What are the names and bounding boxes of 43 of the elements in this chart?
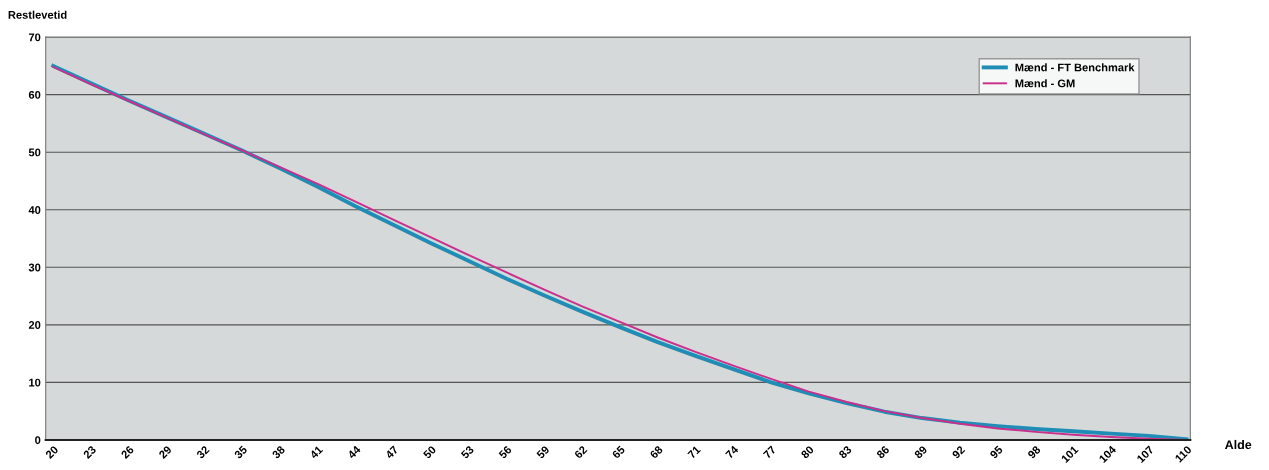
x-tick-label: 107: [1136, 445, 1155, 464]
y-tick-label: 70: [28, 33, 41, 42]
x-tick-label: 53: [460, 445, 475, 460]
x-tick-label: 23: [82, 445, 97, 460]
x-tick-label: 71: [687, 445, 701, 459]
x-tick-label: 50: [422, 445, 437, 460]
x-tick-label: 20: [44, 445, 59, 460]
x-tick-label: 44: [347, 445, 362, 460]
x-tick-label: 74: [725, 445, 739, 459]
y-tick-label: 50: [28, 148, 41, 157]
x-tick-label: 29: [158, 445, 173, 460]
x-tick-label: 83: [838, 445, 853, 460]
x-tick-label: 56: [498, 445, 513, 460]
x-tick-label: 59: [536, 445, 550, 460]
x-tick-label: 98: [1027, 445, 1041, 460]
legend-label: Mænd - FT Benchmark: [1015, 63, 1135, 72]
x-tick-label: 35: [233, 445, 248, 460]
x-tick-label: 38: [271, 445, 286, 460]
x-tick-label: 80: [800, 445, 815, 460]
x-tick-label: 92: [951, 445, 966, 460]
x-tick-label: 47: [384, 445, 399, 460]
x-tick-label: 104: [1098, 445, 1117, 464]
y-tick-label: 20: [28, 321, 41, 329]
x-tick-label: 65: [611, 445, 626, 459]
x-tick-label: 95: [989, 445, 1004, 460]
x-tick-label: 101: [1060, 445, 1079, 464]
x-axis-title: Alde: [1224, 439, 1252, 450]
x-tick-label: 41: [309, 445, 324, 460]
y-tick-label: 40: [28, 206, 41, 214]
x-tick-label: 32: [196, 445, 210, 460]
y-tick-label: 0: [35, 436, 41, 445]
y-axis-title: Restlevetid: [8, 10, 67, 19]
legend-label: Mænd - GM: [1015, 79, 1075, 88]
y-tick-label: 60: [28, 90, 41, 99]
x-tick-label: 89: [913, 445, 928, 460]
x-tick-label: 86: [876, 445, 890, 460]
y-tick-label: 10: [29, 378, 41, 387]
x-tick-label: 62: [573, 445, 588, 459]
x-tick-label: 68: [649, 445, 664, 459]
y-tick-label: 30: [28, 263, 41, 272]
x-tick-label: 26: [120, 445, 135, 460]
x-tick-label: 77: [762, 445, 777, 459]
x-tick-label: 110: [1174, 445, 1192, 463]
